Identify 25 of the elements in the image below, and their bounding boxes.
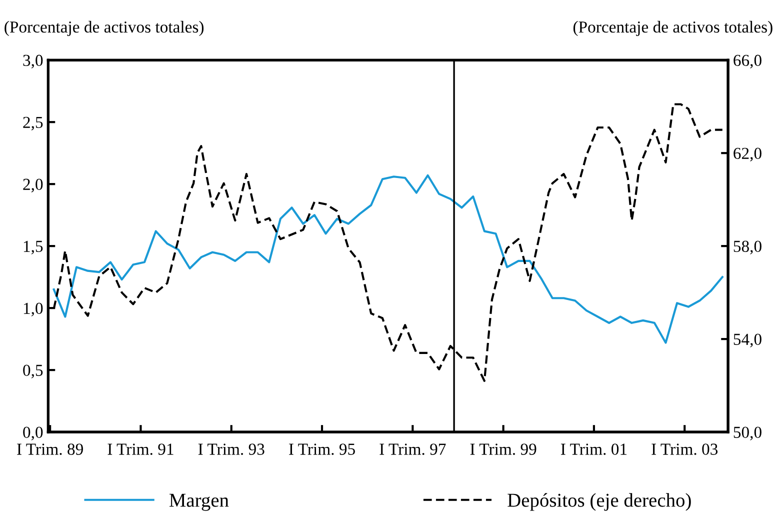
x-tick-label: I Trim. 97 [380, 444, 446, 455]
y2-tick-label: 50,0 [734, 426, 762, 440]
line-series [52, 174, 724, 344]
y2-tick-label: 58,0 [734, 240, 762, 254]
x-tick-label: I Trim. 93 [198, 444, 264, 455]
y-tick-label: 1,5 [24, 240, 43, 254]
x-tick-label: I Trim. 91 [108, 444, 174, 455]
legend-label: Margen [169, 494, 229, 511]
x-tick-label: I Trim. 01 [560, 444, 627, 455]
y2-tick-label: 54,0 [734, 334, 762, 348]
y-tick-label: 1,0 [24, 302, 43, 316]
y2-tick-label: 66,0 [734, 54, 762, 68]
y2-axis-title: (Porcentaje de activos totales) [573, 20, 772, 36]
y-tick-label: 0,5 [23, 364, 43, 378]
y-axis-title: (Porcentaje de activos totales) [4, 20, 204, 36]
y-tick-label: 2,0 [23, 178, 43, 192]
x-tick-label: I Trim. 89 [17, 444, 83, 455]
y-tick-label: 3,0 [23, 54, 43, 68]
y-tick-label: 2,5 [23, 116, 43, 130]
x-tick-label: I Trim. 03 [652, 444, 718, 455]
x-tick-label: I Trim. 99 [470, 444, 536, 455]
y2-tick-label: 62,0 [734, 148, 762, 162]
y-tick-label: 0,0 [23, 426, 43, 440]
x-tick-label: I Trim. 95 [289, 444, 355, 455]
legend-label: Depósitos (eje derecho) [508, 493, 691, 511]
